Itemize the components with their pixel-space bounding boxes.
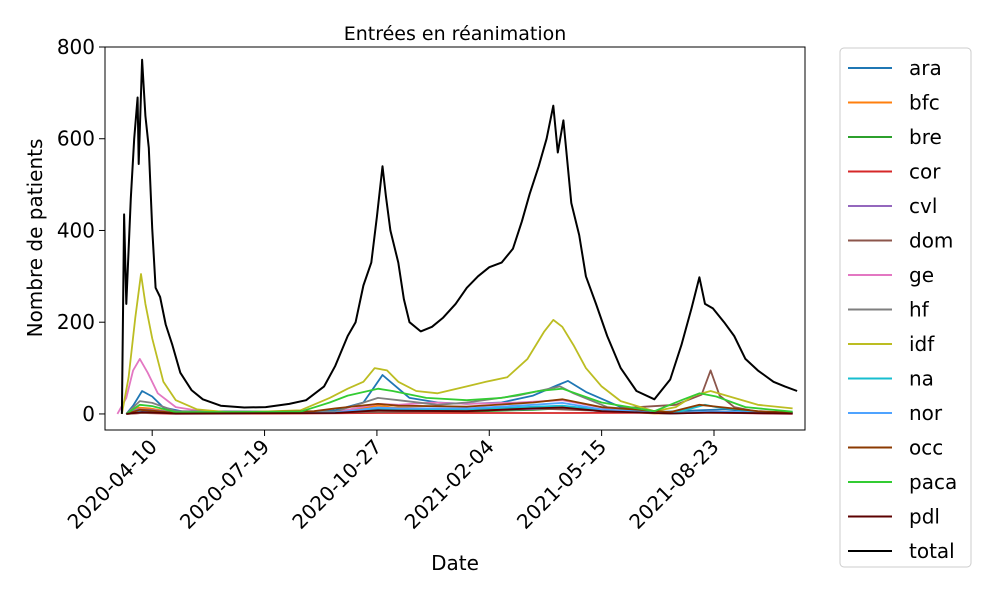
legend-label-occ: occ xyxy=(909,436,943,460)
y-tick-label: 0 xyxy=(82,402,95,426)
x-tick-label: 2021-05-15 xyxy=(512,435,611,534)
legend-label-idf: idf xyxy=(909,332,935,356)
legend-label-cvl: cvl xyxy=(909,194,937,218)
legend-box xyxy=(839,47,972,568)
legend-label-cor: cor xyxy=(909,160,941,184)
y-tick-label: 800 xyxy=(57,35,95,59)
legend-label-ara: ara xyxy=(909,56,942,80)
x-axis: 2020-04-10 2020-07-19 2020-10-27 2021-02-04… xyxy=(63,430,724,534)
series-line-pdl xyxy=(126,406,793,415)
x-tick-label: 2021-02-04 xyxy=(400,435,499,534)
legend-label-pdl: pdl xyxy=(909,505,940,529)
series-line-total xyxy=(120,58,798,414)
legend-label-bre: bre xyxy=(909,125,942,149)
legend-label-na: na xyxy=(909,367,934,391)
x-tick-label: 2020-04-10 xyxy=(63,435,162,534)
y-tick-label: 400 xyxy=(57,218,95,242)
plot-lines xyxy=(116,58,798,415)
y-tick-label: 600 xyxy=(57,127,95,151)
legend-label-paca: paca xyxy=(909,470,957,494)
x-tick-label: 2020-07-19 xyxy=(175,435,274,534)
legend: ara bfc bre cor cvl dom ge hf idf na nor occ paca pdl… xyxy=(839,47,972,568)
legend-label-nor: nor xyxy=(909,401,943,425)
chart-title: Entrées en réanimation xyxy=(344,23,567,45)
legend-label-hf: hf xyxy=(909,298,930,322)
y-axis-label: Nombre de patients xyxy=(23,139,47,338)
series-line-paca xyxy=(125,387,793,415)
y-axis: 0 200 400 600 800 xyxy=(57,35,105,426)
legend-label-dom: dom xyxy=(909,229,953,253)
series-line-occ xyxy=(126,398,793,415)
x-tick-label: 2021-08-23 xyxy=(624,435,723,534)
x-tick-label: 2020-10-27 xyxy=(287,435,386,534)
legend-label-ge: ge xyxy=(909,263,934,287)
legend-label-total: total xyxy=(909,539,955,563)
y-tick-label: 200 xyxy=(57,310,95,334)
plot-frame xyxy=(104,46,806,431)
legend-label-bfc: bfc xyxy=(909,91,940,115)
x-axis-label: Date xyxy=(431,551,479,575)
series-line-idf xyxy=(121,273,793,415)
